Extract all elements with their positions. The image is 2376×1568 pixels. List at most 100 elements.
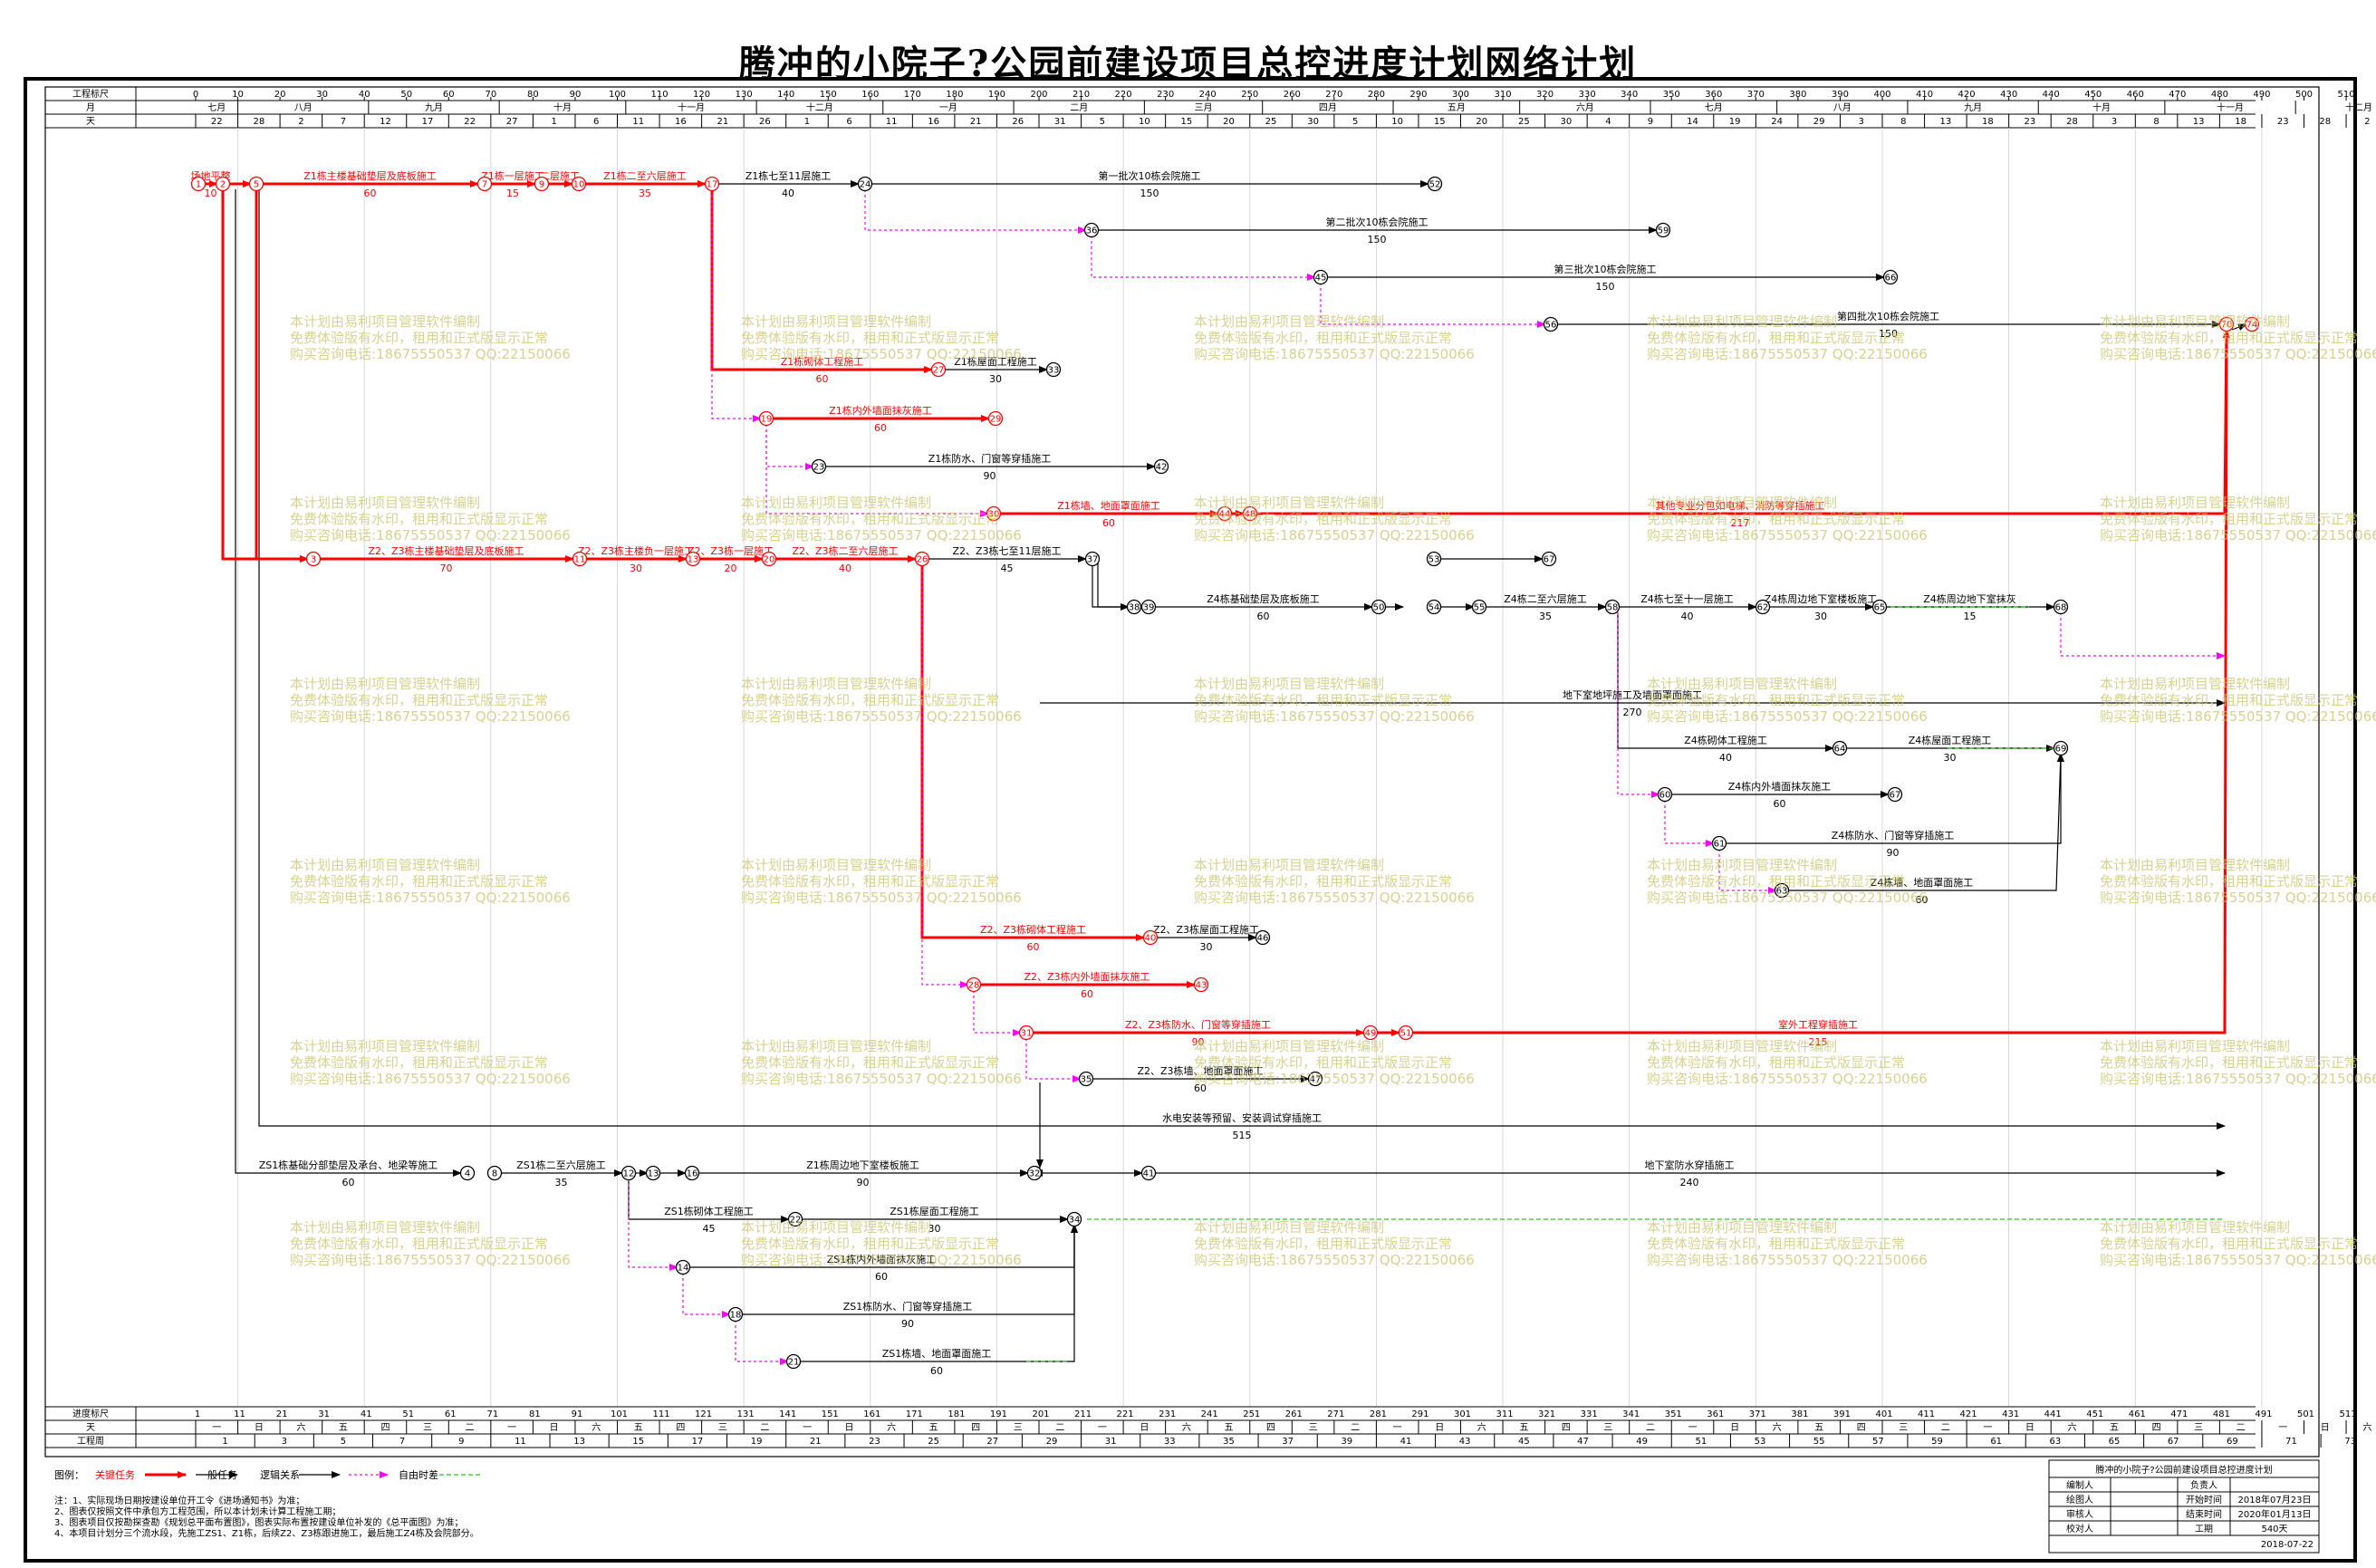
event-node-label: 33 [1048, 366, 1060, 376]
day-label: 5 [1100, 117, 1105, 127]
watermark-text: 免费体验版有水印，租用和正式版显示正常 [290, 1236, 548, 1252]
scale-tick-label: 470 [2169, 90, 2186, 100]
event-node [1657, 786, 1673, 803]
event-node [914, 551, 930, 567]
watermark-text: 免费体验版有水印，租用和正式版显示正常 [1647, 1236, 1905, 1252]
event-node-label: 67 [1544, 555, 1555, 565]
watermark-text: 免费体验版有水印，租用和正式版显示正常 [1194, 1054, 1452, 1071]
watermark-text: 本计划由易利项目管理软件编制 [290, 1219, 480, 1236]
footer-scale-label: 91 [572, 1409, 583, 1419]
footer-row-label: 工程周 [77, 1436, 104, 1447]
footer-scale-label: 161 [863, 1409, 880, 1419]
watermark-text: 购买咨询电话:18675550537 QQ:22150066 [1647, 890, 1928, 906]
event-node [1541, 551, 1557, 567]
footer-scale-label: 491 [2255, 1409, 2272, 1419]
watermark-text: 购买咨询电话:18675550537 QQ:22150066 [741, 1252, 1022, 1268]
footer-scale-label: 261 [1285, 1409, 1303, 1419]
week-label: 71 [2285, 1437, 2297, 1447]
footer-scale-label: 41 [361, 1409, 372, 1419]
watermark-text: 购买咨询电话:18675550537 QQ:22150066 [1194, 346, 1475, 362]
week-label: 23 [869, 1437, 880, 1447]
event-node [190, 176, 207, 192]
event-node-label: 3 [311, 555, 316, 565]
watermark-text: 本计划由易利项目管理软件编制 [1647, 857, 1837, 873]
task-name: Z1栋防水、门窗等穿插施工 [928, 452, 1052, 465]
watermark-text: 免费体验版有水印，租用和正式版显示正常 [290, 511, 548, 527]
event-node [987, 410, 1004, 427]
event-node [857, 176, 873, 192]
scale-tick-label: 190 [988, 90, 1005, 100]
day-label: 25 [1265, 117, 1277, 127]
event-node [1655, 222, 1671, 238]
info-cell: 2020年01月13日 [2238, 1508, 2312, 1520]
task-duration: 70 [440, 563, 453, 574]
watermark-text: 免费体验版有水印，租用和正式版显示正常 [1647, 330, 1905, 346]
note-line: 4、本项目计划分三个流水段，先施工ZS1、Z1栋，后续Z2、Z3栋跟进施工，最后… [54, 1527, 479, 1539]
weekday-label: 六 [296, 1422, 305, 1433]
watermark-text: 购买咨询电话:18675550537 QQ:22150066 [1194, 1252, 1475, 1268]
event-node [1140, 1165, 1157, 1181]
event-node-label: 65 [1874, 603, 1886, 613]
month-label: 八月 [294, 102, 313, 113]
weekday-label: 六 [1773, 1422, 1782, 1433]
watermark-text: 免费体验版有水印，租用和正式版显示正常 [741, 511, 999, 527]
day-label: 12 [380, 117, 391, 127]
task-name: Z2、Z3栋七至11层施工 [952, 544, 1061, 557]
day-label: 8 [1900, 117, 1906, 127]
task-name: Z1栋墙、地面罩面施工 [1057, 499, 1160, 512]
footer-scale-label: 251 [1243, 1409, 1260, 1419]
event-node [1426, 599, 1442, 615]
day-label: 5 [1352, 117, 1358, 127]
week-label: 21 [810, 1437, 822, 1447]
watermark-text: 本计划由易利项目管理软件编制 [2100, 495, 2290, 511]
header-row-label: 天 [86, 117, 95, 127]
outer-frame [24, 77, 2357, 1563]
task-duration: 515 [1233, 1130, 1252, 1141]
watermark-text: 本计划由易利项目管理软件编制 [290, 676, 480, 692]
task-duration: 40 [1681, 611, 1694, 622]
day-label: 6 [846, 117, 851, 127]
event-node-label: 58 [1607, 603, 1619, 613]
footer-scale-label: 81 [529, 1409, 541, 1419]
event-node-label: 21 [788, 1358, 800, 1368]
watermark-text: 免费体验版有水印，租用和正式版显示正常 [1194, 330, 1452, 346]
event-node [620, 1165, 637, 1181]
weekday-label: 二 [2237, 1423, 2246, 1433]
scale-tick-label: 250 [1241, 90, 1258, 100]
watermark-text: 本计划由易利项目管理软件编制 [1194, 1219, 1384, 1236]
task-duration: 150 [1596, 281, 1615, 293]
weekday-label: 四 [380, 1423, 390, 1433]
event-node-label: 67 [1890, 791, 1901, 801]
info-cell: 开始时间 [2186, 1494, 2222, 1505]
watermark-text: 购买咨询电话:18675550537 QQ:22150066 [2100, 708, 2376, 725]
watermark-text: 免费体验版有水印，租用和正式版显示正常 [2100, 692, 2358, 708]
event-node [684, 1165, 700, 1181]
week-label: 47 [1577, 1437, 1589, 1447]
day-label: 16 [928, 117, 939, 127]
event-node [758, 410, 774, 427]
day-label: 20 [1223, 117, 1235, 127]
scale-tick-label: 440 [2043, 90, 2060, 100]
day-label: 11 [886, 117, 898, 127]
event-node [811, 458, 827, 475]
task-name: 室外工程穿插施工 [1778, 1018, 1858, 1031]
task-name: 地下室地坪施工及墙面罩面施工 [1563, 688, 1702, 701]
dependency-link [921, 564, 969, 988]
week-label: 73 [2344, 1437, 2356, 1447]
month-label: 十月 [553, 101, 572, 113]
task-duration: 35 [1539, 611, 1552, 622]
legend-label: 图例： [54, 1468, 84, 1481]
info-cell: 工期 [2195, 1524, 2213, 1534]
month-label: 七月 [207, 102, 226, 113]
watermark-text: 购买咨询电话:18675550537 QQ:22150066 [2100, 527, 2376, 544]
week-label: 65 [2109, 1437, 2121, 1447]
task-duration: 10 [205, 188, 217, 199]
event-node-label: 44 [1219, 510, 1231, 520]
dependency-link [255, 189, 309, 563]
event-node-label: 8 [492, 1169, 497, 1179]
watermark-text: 本计划由易利项目管理软件编制 [2100, 313, 2290, 330]
watermark-text: 购买咨询电话:18675550537 QQ:22150066 [1647, 708, 1928, 725]
watermark-text: 免费体验版有水印，租用和正式版显示正常 [290, 692, 548, 708]
watermark-text: 免费体验版有水印，租用和正式版显示正常 [1194, 873, 1452, 890]
info-cell: 540天 [2261, 1525, 2287, 1534]
